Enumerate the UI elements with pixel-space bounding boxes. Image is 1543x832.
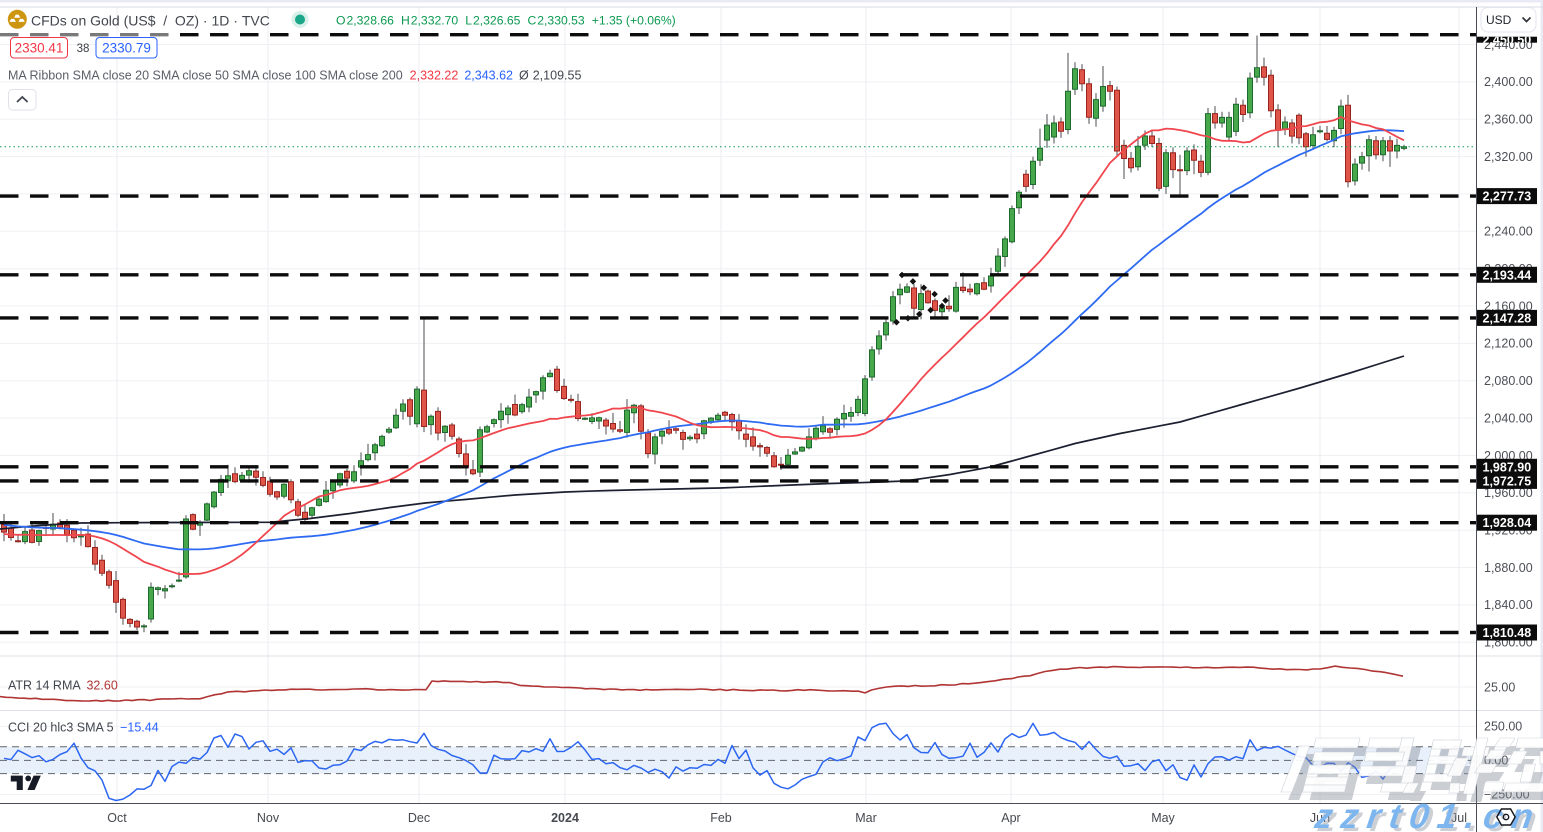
svg-text:2,160.00: 2,160.00 bbox=[1484, 299, 1533, 313]
svg-text:Dec: Dec bbox=[408, 811, 430, 825]
svg-text:2,320.00: 2,320.00 bbox=[1484, 150, 1533, 164]
svg-text:2330.79: 2330.79 bbox=[102, 41, 151, 56]
svg-text:1,960.00: 1,960.00 bbox=[1484, 486, 1533, 500]
svg-text:2330.41: 2330.41 bbox=[15, 41, 64, 56]
svg-text:2,147.28: 2,147.28 bbox=[1483, 311, 1532, 325]
svg-text:2,193.44: 2,193.44 bbox=[1483, 268, 1532, 282]
svg-text:2,360.00: 2,360.00 bbox=[1484, 113, 1533, 127]
svg-text:CFDs on Gold (US$ / OZ) · 1D: CFDs on Gold (US$ / OZ) · 1D · TVC bbox=[31, 13, 270, 29]
svg-text:Jul: Jul bbox=[1451, 811, 1467, 825]
svg-text:Feb: Feb bbox=[710, 811, 732, 825]
svg-text:USD: USD bbox=[1486, 13, 1512, 27]
svg-text:Jun: Jun bbox=[1310, 811, 1330, 825]
svg-text:2024: 2024 bbox=[551, 811, 579, 825]
svg-text:1,987.90: 1,987.90 bbox=[1483, 460, 1532, 474]
svg-text:2,080.00: 2,080.00 bbox=[1484, 374, 1533, 388]
svg-text:1,810.48: 1,810.48 bbox=[1483, 626, 1532, 640]
svg-text:1,928.04: 1,928.04 bbox=[1483, 516, 1532, 530]
svg-text:1,880.00: 1,880.00 bbox=[1484, 561, 1533, 575]
svg-text:Nov: Nov bbox=[257, 811, 280, 825]
svg-text:38: 38 bbox=[77, 43, 90, 55]
svg-text:Apr: Apr bbox=[1001, 811, 1020, 825]
svg-text:25.00: 25.00 bbox=[1484, 680, 1515, 694]
svg-text:MA Ribbon SMA close 20 SMA clo: MA Ribbon SMA close 20 SMA close 50 SMA … bbox=[8, 69, 581, 83]
svg-text:2,450.50: 2,450.50 bbox=[1483, 33, 1532, 47]
svg-text:2,120.00: 2,120.00 bbox=[1484, 337, 1533, 351]
svg-text:250.00: 250.00 bbox=[1484, 720, 1522, 734]
svg-text:1,972.75: 1,972.75 bbox=[1483, 474, 1532, 488]
svg-text:zzrt01.cn: zzrt01.cn bbox=[1315, 800, 1543, 832]
svg-text:CCI 20 hlc3 SMA 5 −15.44: CCI 20 hlc3 SMA 5 −15.44 bbox=[8, 721, 159, 735]
svg-text:2,400.00: 2,400.00 bbox=[1484, 75, 1533, 89]
svg-text:2,040.00: 2,040.00 bbox=[1484, 411, 1533, 425]
svg-text:ATR 14 RMA 32.60: ATR 14 RMA 32.60 bbox=[8, 679, 118, 693]
svg-text:2,240.00: 2,240.00 bbox=[1484, 225, 1533, 239]
svg-text:1,840.00: 1,840.00 bbox=[1484, 598, 1533, 612]
svg-text:May: May bbox=[1151, 811, 1175, 825]
svg-text:Mar: Mar bbox=[855, 811, 877, 825]
svg-text:Oct: Oct bbox=[107, 811, 127, 825]
svg-text:2,277.73: 2,277.73 bbox=[1483, 190, 1532, 204]
